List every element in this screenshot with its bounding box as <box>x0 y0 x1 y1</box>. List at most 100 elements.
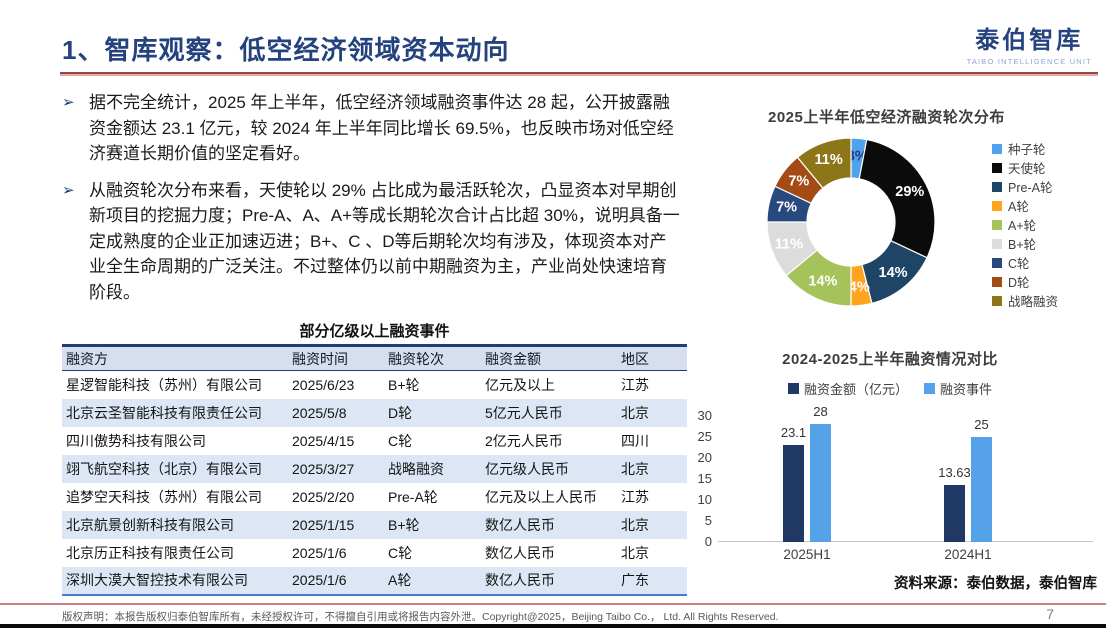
table-cell: 2亿元人民币 <box>485 432 563 449</box>
table-cell: 四川 <box>621 432 649 449</box>
table-cell: 北京 <box>621 544 649 561</box>
table-cell: 2025/2/20 <box>292 488 355 505</box>
table-cell: 北京云圣智能科技有限责任公司 <box>66 404 262 421</box>
bar-legend-label: 融资事件 <box>940 382 993 397</box>
table-row: 北京云圣智能科技有限责任公司 2025/5/8 D轮 5亿元人民币 北京 <box>62 398 687 427</box>
table-row: 翊飞航空科技（北京）有限公司 2025/3/27 战略融资 亿元级人民币 北京 <box>62 454 687 483</box>
table-cell: A轮 <box>388 572 412 588</box>
pie-legend-label: 战略融资 <box>1008 295 1059 309</box>
bar-2024H1-1 <box>944 484 965 542</box>
table-cell: 北京 <box>621 460 649 477</box>
pie-legend-label: A轮 <box>1008 200 1029 214</box>
bar-legend-item-2: 融资事件 <box>924 379 992 398</box>
table-cell: 5亿元人民币 <box>485 404 563 421</box>
pie-legend-item-D轮: D轮 <box>992 272 1058 291</box>
pie-slice-value-label: 14% <box>879 265 908 281</box>
bullet-item-1: ➢ 据不完全统计，2025 年上半年，低空经济领域融资事件达 28 起，公开披露融… <box>62 90 682 167</box>
legend-swatch-icon <box>992 181 1002 192</box>
table-row: 追梦空天科技（苏州）有限公司 2025/2/20 Pre-A轮 亿元及以上人民币 江苏 <box>62 483 687 511</box>
bullet-list: ➢ 据不完全统计，2025 年上半年，低空经济领域融资事件达 28 起，公开披露融… <box>62 90 682 316</box>
legend-swatch-icon <box>992 162 1002 173</box>
bar-2025H1-1 <box>783 444 804 542</box>
source-note: 资料来源：泰伯数据，泰伯智库 <box>894 576 1097 592</box>
page-number: 7 <box>1046 606 1054 622</box>
legend-swatch-icon <box>992 238 1002 249</box>
table-cell: D轮 <box>388 404 413 421</box>
bullet-marker-icon: ➢ <box>62 94 75 111</box>
table-cell: 四川傲势科技有限公司 <box>66 432 206 449</box>
donut-chart: 3%29%14%4%14%11%7%7%11% <box>766 137 936 307</box>
legend-swatch-icon <box>992 276 1002 287</box>
table-cell: 2025/1/6 <box>292 572 347 588</box>
legend-swatch-icon <box>992 200 1002 211</box>
pie-legend-item-种子轮: 种子轮 <box>992 139 1058 158</box>
table-cell: 北京历正科技有限责任公司 <box>66 544 234 561</box>
pie-slice-value-label: 7% <box>776 200 797 216</box>
legend-swatch-icon <box>924 383 935 394</box>
legend-swatch-icon <box>992 295 1002 306</box>
bar-2025H1-2 <box>810 424 831 542</box>
table-cell: 2025/4/15 <box>292 432 355 449</box>
pie-slice-value-label: 7% <box>788 174 809 190</box>
bar-legend-label: 融资金额（亿元） <box>803 382 908 397</box>
table-row: 深圳大漠大智控技术有限公司 2025/1/6 A轮 数亿人民币 广东 <box>62 566 687 595</box>
legend-swatch-icon <box>992 143 1002 154</box>
bullet-text: 从融资轮次分布来看，天使轮以 29% 占比成为最活跃轮次，凸显资本对早期创新项目… <box>89 180 680 302</box>
pie-legend-label: Pre-A轮 <box>1008 181 1053 195</box>
table-cell: 翊飞航空科技（北京）有限公司 <box>66 460 262 477</box>
table-row: 四川傲势科技有限公司 2025/4/15 C轮 2亿元人民币 四川 <box>62 427 687 455</box>
table-cell: 2025/3/27 <box>292 460 355 477</box>
table-cell: 数亿人民币 <box>485 516 555 533</box>
bar-category-label: 2024H1 <box>944 547 992 562</box>
logo-text: 泰伯智库 <box>975 27 1084 54</box>
table-cell: 战略融资 <box>388 460 444 477</box>
table-header-row: 融资方 融资时间 融资轮次 融资金额 地区 <box>62 344 687 371</box>
table-cell: B+轮 <box>388 516 420 533</box>
bar-x-axis <box>718 541 1093 542</box>
pie-legend-label: C轮 <box>1008 257 1030 271</box>
bar-value-label: 13.63 <box>938 464 971 480</box>
pie-slice-value-label: 11% <box>815 152 843 168</box>
table-row: 北京历正科技有限责任公司 2025/1/6 C轮 数亿人民币 北京 <box>62 539 687 567</box>
table-cell: 北京 <box>621 404 649 421</box>
table-cell: 2025/1/6 <box>292 544 347 561</box>
pie-slice-value-label: 4% <box>849 279 870 295</box>
table-cell: 数亿人民币 <box>485 572 555 588</box>
pie-chart-title: 2025上半年低空经济融资轮次分布 <box>768 109 1005 126</box>
logo: 泰伯智库 TAIBO INTELLIGENCE UNIT <box>967 20 1092 66</box>
table-cell: 北京 <box>621 516 649 533</box>
table-row: 星逻智能科技（苏州）有限公司 2025/6/23 B+轮 亿元及以上 江苏 <box>62 371 687 399</box>
table-cell: 亿元及以上 <box>485 376 555 393</box>
table-cell: 星逻智能科技（苏州）有限公司 <box>66 376 262 393</box>
table-cell: B+轮 <box>388 376 420 393</box>
table-header-cell-5: 地区 <box>617 344 687 371</box>
bar-value-label: 28 <box>813 404 828 420</box>
pie-legend-label: 天使轮 <box>1008 162 1046 176</box>
footer-divider <box>0 603 1106 605</box>
pie-legend-label: D轮 <box>1008 276 1030 290</box>
pie-slice-value-label: 11% <box>775 236 803 252</box>
table-cell: 北京航景创新科技有限公司 <box>66 516 234 533</box>
pie-slice-value-label: 29% <box>895 184 924 200</box>
table-cell: 亿元级人民币 <box>485 460 569 477</box>
table-cell: 数亿人民币 <box>485 544 555 561</box>
bullet-marker-icon: ➢ <box>62 181 75 199</box>
bottom-edge <box>0 624 1106 628</box>
legend-swatch-icon <box>992 257 1002 268</box>
table-cell: 亿元及以上人民币 <box>485 488 597 505</box>
funding-table: 融资方 融资时间 融资轮次 融资金额 地区 星逻智能科技（苏州）有限公司 2025/6/2… <box>62 344 687 596</box>
title-divider <box>60 72 1098 76</box>
table-title: 部分亿级以上融资事件 <box>299 323 450 340</box>
pie-legend-item-A轮: A轮 <box>992 196 1058 215</box>
pie-slice-战略融资 <box>796 137 852 189</box>
copyright-text: 版权声明：本报告版权归泰伯智库所有，未经授权许可，不得擅自引用或将报告内容外泄。… <box>62 611 779 623</box>
logo-subtitle: TAIBO INTELLIGENCE UNIT <box>966 57 1092 66</box>
page-title: 1、智库观察：低空经济领域资本动向 <box>62 35 510 65</box>
table-cell: 江苏 <box>621 488 649 505</box>
pie-legend-item-战略融资: 战略融资 <box>992 291 1058 310</box>
table-cell: 2025/5/8 <box>292 404 347 421</box>
pie-slice-value-label: 14% <box>808 274 837 290</box>
table-header-cell-2: 融资时间 <box>288 344 384 371</box>
pie-slice-天使轮 <box>858 138 936 259</box>
